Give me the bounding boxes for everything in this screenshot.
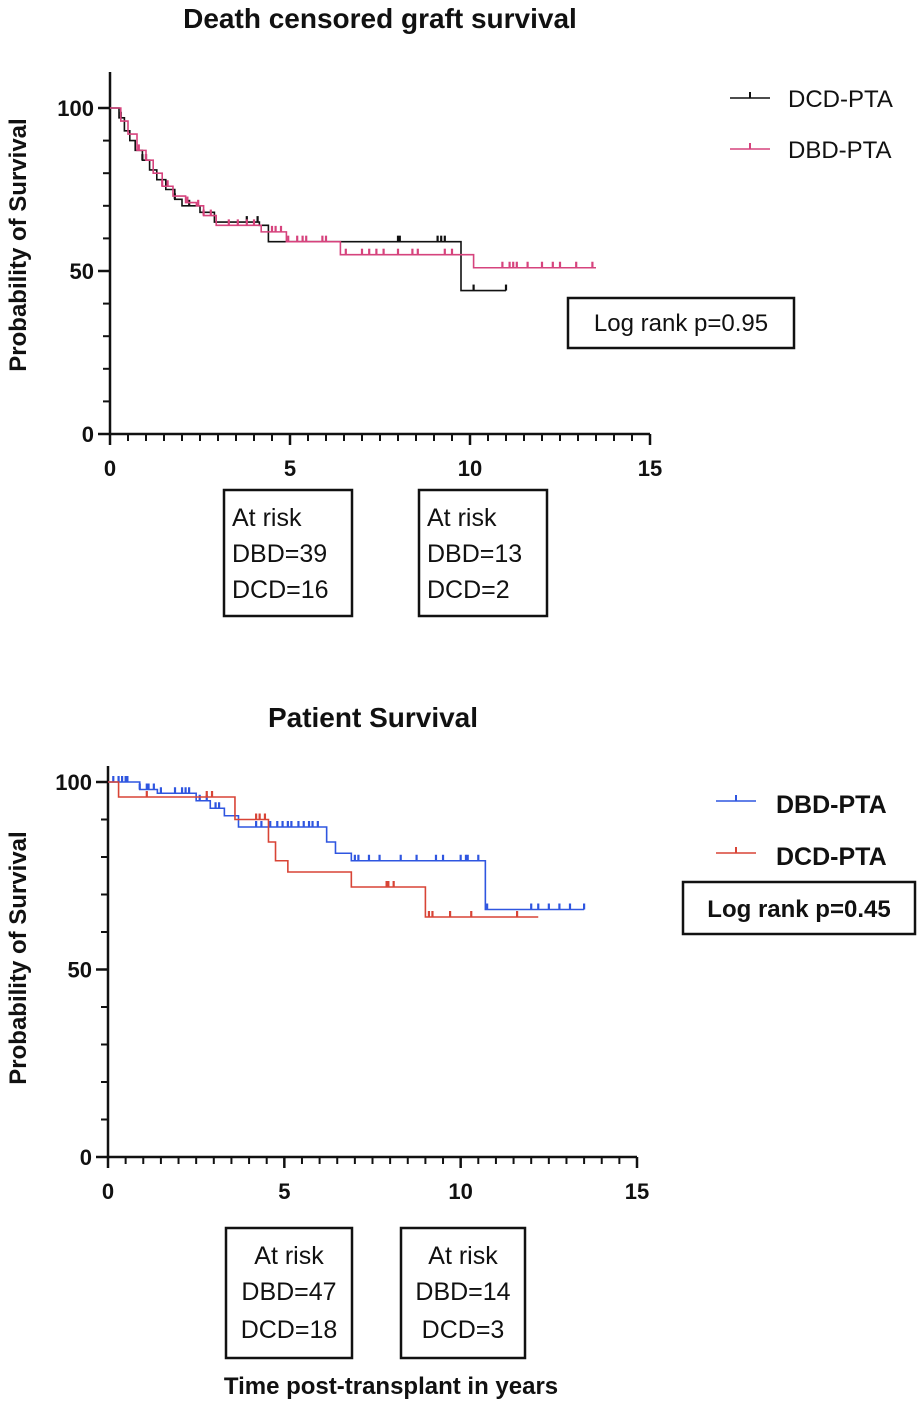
km-curve-dbd-pta — [108, 781, 585, 911]
at-risk-dcd: DCD=16 — [232, 576, 329, 604]
x-tick-label: 10 — [448, 1179, 472, 1204]
at-risk-dbd: DBD=14 — [415, 1278, 510, 1306]
x-tick-label: 0 — [104, 456, 116, 481]
x-tick-label: 5 — [278, 1179, 290, 1204]
legend-label-dbd: DBD-PTA — [776, 791, 887, 819]
log-rank-box — [566, 296, 796, 350]
at-risk-box-2: At risk DBD=13 DCD=2 — [417, 488, 549, 618]
legend-label-dcd: DCD-PTA — [776, 843, 887, 871]
at-risk-dcd: DCD=2 — [427, 576, 510, 604]
y-tick-label: 50 — [68, 958, 92, 983]
log-rank-text: Log rank p=0.95 — [594, 310, 768, 337]
log-rank-text: Log rank p=0.45 — [707, 896, 890, 923]
x-axis-label: Time post-transplant in years — [224, 1373, 558, 1400]
axes: 0 5 10 15 0 50 100 — [55, 766, 649, 1204]
y-axis-label: Probability of Survival — [5, 118, 32, 371]
km-curve-dcd-pta — [110, 107, 506, 292]
log-rank-annotation: Log rank p=0.95 — [566, 296, 796, 350]
y-axis-label: Probability of Survival — [5, 831, 32, 1084]
at-risk-dbd: DBD=47 — [241, 1278, 336, 1306]
at-risk-frame — [222, 488, 354, 618]
chart-title: Death censored graft survival — [183, 3, 577, 34]
km-curve-dbd-pta — [110, 107, 596, 269]
at-risk-dbd: DBD=13 — [427, 540, 522, 568]
chart-title: Patient Survival — [268, 702, 478, 733]
at-risk-frame — [417, 488, 549, 618]
series-layer — [110, 107, 596, 292]
at-risk-heading: At risk — [232, 504, 302, 532]
x-tick-label: 0 — [102, 1179, 114, 1204]
legend-label-dbd: DBD-PTA — [788, 137, 892, 164]
at-risk-dcd: DCD=18 — [241, 1316, 338, 1344]
km-curve-dcd-pta — [108, 781, 539, 918]
at-risk-dbd: DBD=39 — [232, 540, 327, 568]
y-tick-label: 0 — [82, 422, 94, 447]
at-risk-box-1: At risk DBD=47 DCD=18 — [224, 1226, 354, 1360]
at-risk-dcd: DCD=3 — [422, 1316, 505, 1344]
log-rank-annotation: Log rank p=0.45 — [681, 880, 917, 936]
y-tick-label: 100 — [55, 770, 92, 795]
y-tick-label: 50 — [70, 259, 94, 284]
at-risk-heading: At risk — [427, 504, 497, 532]
log-rank-box — [681, 880, 917, 936]
axes: 0 5 10 15 0 50 100 — [57, 72, 662, 481]
patient-survival-chart: Patient Survival Probability of Survival… — [5, 702, 917, 1400]
y-tick-label: 0 — [80, 1145, 92, 1170]
at-risk-heading: At risk — [254, 1242, 324, 1270]
at-risk-box-1: At risk DBD=39 DCD=16 — [222, 488, 354, 618]
x-tick-label: 15 — [625, 1179, 649, 1204]
at-risk-frame — [224, 1226, 354, 1360]
y-tick-label: 100 — [57, 96, 94, 121]
legend: DCD-PTA DBD-PTA — [730, 86, 893, 164]
x-tick-label: 10 — [458, 456, 482, 481]
series-layer — [108, 776, 586, 918]
graft-survival-chart: Death censored graft survival Probabilit… — [5, 3, 893, 618]
legend: DBD-PTA DCD-PTA — [716, 791, 887, 871]
x-tick-label: 5 — [284, 456, 296, 481]
at-risk-heading: At risk — [428, 1242, 498, 1270]
legend-label-dcd: DCD-PTA — [788, 86, 893, 113]
at-risk-frame — [399, 1226, 527, 1360]
x-tick-label: 15 — [638, 456, 662, 481]
at-risk-box-2: At risk DBD=14 DCD=3 — [399, 1226, 527, 1360]
